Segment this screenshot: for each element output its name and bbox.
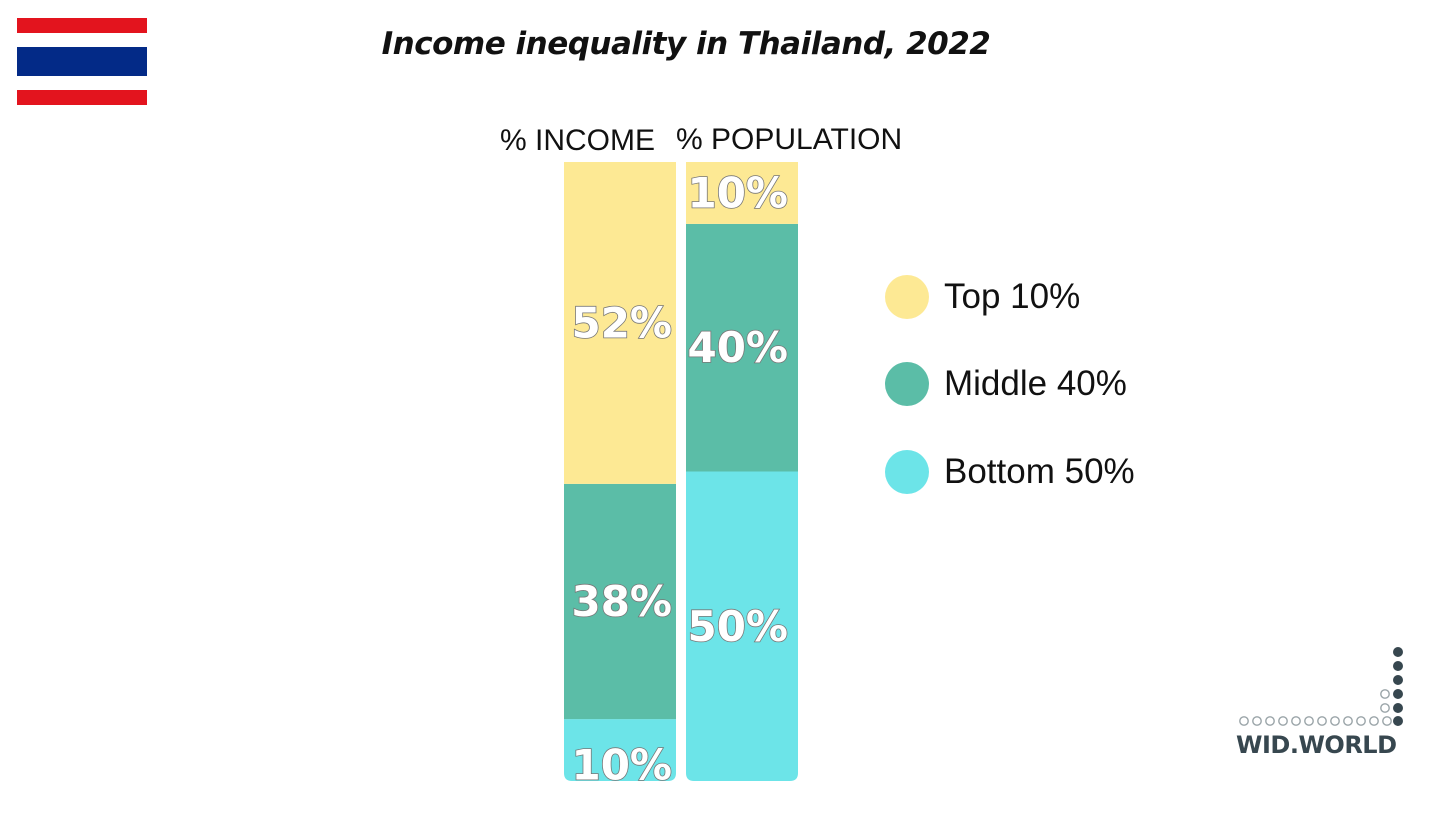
- legend-item-bottom-50: Bottom 50%: [885, 447, 1225, 497]
- logo-dot: [1291, 716, 1301, 726]
- logo-dot: [1304, 716, 1314, 726]
- data-label-population-middle-40: 40%: [687, 323, 788, 372]
- legend-item-middle-40: Middle 40%: [885, 359, 1225, 409]
- data-label-population-top-10: 10%: [687, 168, 788, 217]
- wid-world-dots-icon: [1239, 647, 1403, 726]
- bar-segment-population-bottom-50: [686, 471, 798, 781]
- logo-dot: [1393, 703, 1403, 713]
- logo-dot: [1239, 716, 1249, 726]
- legend-swatch-middle-40: [885, 362, 929, 406]
- bar-segment-income-middle-40: [564, 483, 676, 720]
- population-column-label: % POPULATION: [676, 123, 903, 156]
- logo-dot: [1356, 716, 1366, 726]
- logo-dot: [1380, 703, 1390, 713]
- logo-dot: [1343, 716, 1353, 726]
- legend-swatch-top-10: [885, 275, 929, 319]
- logo-dot: [1382, 716, 1392, 726]
- logo-dot: [1317, 716, 1327, 726]
- logo-dot: [1393, 689, 1403, 699]
- bar-segment-income-bottom-50: [564, 719, 676, 781]
- logo-dot: [1265, 716, 1275, 726]
- logo-dot: [1330, 716, 1340, 726]
- income-column-label: % INCOME: [500, 124, 656, 157]
- legend-label-bottom-50: Bottom 50%: [944, 452, 1135, 491]
- logo-dot: [1278, 716, 1288, 726]
- legend-item-top-10: Top 10%: [885, 272, 1225, 322]
- logo-dot: [1393, 647, 1403, 657]
- legend-swatch-bottom-50: [885, 450, 929, 494]
- flag-stripe-red-top: [17, 18, 147, 33]
- wid-world-logo: WID.WORLD: [1236, 645, 1408, 760]
- logo-dot: [1380, 689, 1390, 699]
- flag-stripe-white-bottom: [17, 76, 147, 90]
- data-label-income-bottom-50: 10%: [571, 741, 672, 790]
- flag-stripe-blue: [17, 47, 147, 76]
- logo-dot: [1252, 716, 1262, 726]
- flag-stripe-white-top: [17, 33, 147, 47]
- data-label-income-top-10: 52%: [571, 298, 672, 347]
- logo-dot: [1369, 716, 1379, 726]
- chart-title: Income inequality in Thailand, 2022: [381, 26, 991, 62]
- thailand-flag: [17, 18, 147, 105]
- bar-segment-population-middle-40: [686, 223, 798, 472]
- data-label-population-bottom-50: 50%: [687, 602, 788, 651]
- bar-segment-income-top-10: [564, 162, 676, 484]
- legend-label-middle-40: Middle 40%: [944, 364, 1127, 403]
- logo-dot: [1393, 675, 1403, 685]
- flag-stripe-red-bottom: [17, 90, 147, 105]
- wid-world-logo-text: WID.WORLD: [1236, 731, 1397, 759]
- logo-dot: [1393, 661, 1403, 671]
- logo-dot: [1393, 716, 1403, 726]
- legend-label-top-10: Top 10%: [944, 277, 1081, 316]
- data-label-income-middle-40: 38%: [571, 577, 672, 626]
- bar-segment-population-top-10: [686, 162, 798, 224]
